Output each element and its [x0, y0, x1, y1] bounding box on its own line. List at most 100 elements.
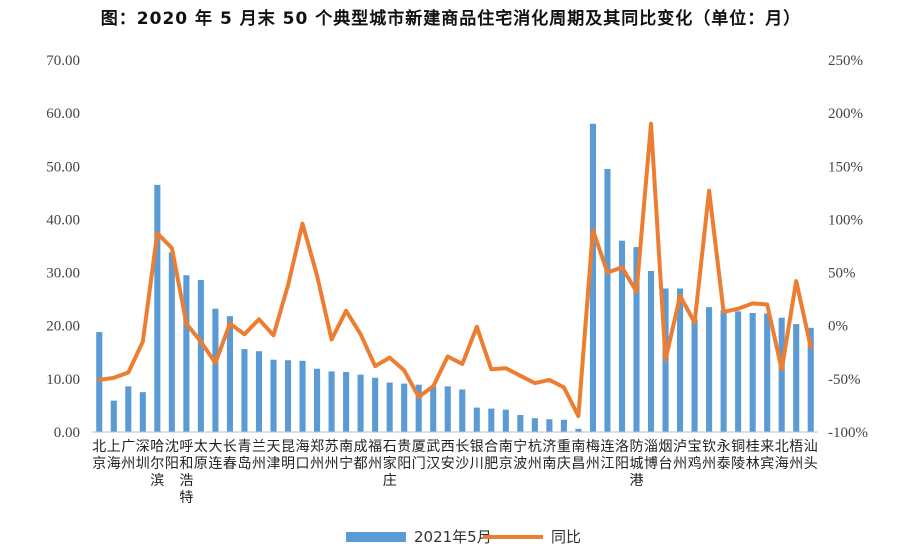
- right-tick-label: 150%: [828, 159, 863, 175]
- bar: [357, 374, 364, 432]
- bar: [764, 313, 771, 432]
- category-label: 宝鸡: [688, 439, 702, 472]
- category-label: 上海: [107, 439, 121, 472]
- category-label: 北海: [775, 439, 789, 472]
- category-label: 广州: [121, 439, 135, 472]
- bar: [517, 414, 524, 432]
- left-tick-label: 10.00: [46, 372, 80, 388]
- category-label: 兰州: [252, 439, 266, 472]
- bar: [735, 311, 742, 432]
- category-label: 济南: [542, 439, 556, 472]
- category-label: 来宾: [760, 439, 774, 472]
- category-label: 宁波: [513, 438, 527, 472]
- bar: [154, 184, 161, 432]
- category-label: 长沙: [455, 439, 469, 472]
- left-tick-label: 60.00: [46, 106, 80, 122]
- bar: [168, 252, 175, 432]
- bar: [691, 319, 698, 432]
- right-tick-label: 100%: [828, 212, 863, 228]
- bar: [401, 383, 408, 432]
- category-label: 南京: [499, 439, 513, 472]
- bar: [633, 247, 640, 432]
- category-label: 防城港: [630, 439, 644, 489]
- left-axis-ticks: 0.00 10.00 20.00 30.00 40.00 50.00 60.00 70.00: [46, 53, 80, 441]
- bar: [546, 419, 553, 432]
- category-labels: 北京上海广州深圳哈尔滨沈阳呼和浩特太原大连长春青岛兰州天津昆明海口郑州苏州南宁成…: [92, 438, 817, 506]
- bar: [647, 270, 655, 432]
- legend-bar-swatch: [346, 532, 406, 542]
- category-label: 重庆: [557, 439, 571, 472]
- bar: [749, 312, 756, 432]
- yoy-line: [97, 121, 813, 419]
- right-axis-ticks: -100% -50% 0% 50% 100% 150% 200% 250%: [828, 53, 868, 441]
- legend: 2021年5月 同比: [346, 528, 581, 546]
- category-label: 连江: [601, 439, 615, 472]
- category-label: 梅州: [586, 439, 600, 472]
- bar: [618, 240, 626, 432]
- category-label: 昆明: [281, 439, 295, 472]
- bar-series: [96, 123, 814, 433]
- legend-line-label: 同比: [551, 528, 581, 546]
- bar: [807, 327, 814, 432]
- left-tick-label: 20.00: [46, 319, 80, 335]
- bar: [125, 386, 132, 432]
- bar: [415, 384, 422, 432]
- bar: [314, 368, 321, 432]
- bar: [139, 392, 146, 432]
- right-tick-label: 0%: [828, 319, 848, 335]
- category-label: 沈阳: [165, 439, 179, 472]
- bar: [575, 428, 582, 432]
- category-label: 合肥: [484, 439, 498, 472]
- bar: [473, 407, 480, 432]
- category-label: 呼和浩特: [179, 439, 193, 506]
- bar: [604, 168, 611, 432]
- bar: [793, 324, 800, 432]
- bar: [241, 349, 248, 432]
- category-label: 梧州: [789, 439, 803, 472]
- bar: [96, 332, 103, 432]
- right-tick-label: 200%: [828, 106, 863, 122]
- category-label: 银川: [470, 439, 484, 472]
- right-tick-label: -100%: [828, 425, 868, 441]
- bar: [589, 123, 596, 433]
- bar: [299, 360, 306, 432]
- category-label: 贵阳: [397, 439, 411, 472]
- category-label: 泸州: [673, 439, 687, 472]
- bar: [386, 382, 393, 432]
- bar: [677, 288, 684, 432]
- category-label: 深圳: [136, 439, 150, 472]
- left-tick-label: 70.00: [46, 53, 80, 69]
- bar: [502, 409, 509, 432]
- category-label: 苏州: [325, 439, 339, 472]
- category-label: 哈尔滨: [150, 439, 164, 489]
- bar: [212, 308, 219, 432]
- left-tick-label: 40.00: [46, 212, 80, 228]
- category-label: 铜陵: [731, 439, 745, 472]
- bar: [284, 360, 292, 432]
- category-label: 北京: [92, 439, 106, 472]
- category-label: 淄博: [644, 439, 658, 472]
- bar: [459, 389, 466, 432]
- bar: [343, 371, 350, 432]
- category-label: 钦州: [702, 439, 716, 472]
- category-label: 石家庄: [383, 439, 397, 489]
- bar: [706, 307, 713, 432]
- right-tick-label: 50%: [828, 266, 856, 282]
- bar: [110, 400, 117, 432]
- bar: [720, 310, 727, 432]
- bar: [372, 377, 379, 432]
- category-label: 大连: [208, 439, 222, 472]
- category-label: 长春: [223, 439, 237, 472]
- category-label: 武汉: [426, 439, 440, 472]
- category-label: 福州: [368, 439, 382, 472]
- category-label: 杭州: [528, 439, 542, 472]
- bar: [444, 386, 451, 432]
- bar: [328, 371, 335, 432]
- bar: [226, 316, 233, 432]
- left-tick-label: 50.00: [46, 159, 80, 175]
- bar: [560, 419, 567, 432]
- chart-title: 图：2020 年 5 月末 50 个典型城市新建商品住宅消化周期及其同比变化（单…: [100, 9, 802, 29]
- category-label: 太原: [194, 439, 208, 472]
- left-tick-label: 0.00: [54, 425, 80, 441]
